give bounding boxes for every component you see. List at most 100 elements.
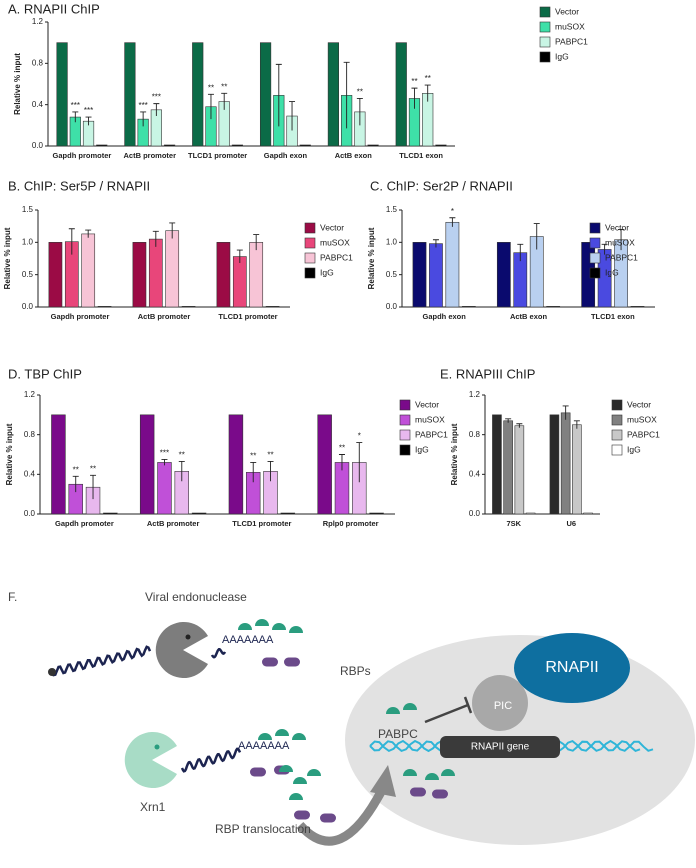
bar (132, 242, 147, 308)
chart-title: B. ChIP: Ser5P / RNAPII (8, 178, 150, 193)
bar (165, 230, 180, 308)
rbp-icons (238, 619, 455, 823)
error-bar (573, 420, 580, 429)
chart-title: C. ChIP: Ser2P / RNAPII (370, 178, 513, 193)
bar (395, 42, 407, 147)
significance-label: ** (90, 464, 96, 473)
rbp-icon (272, 623, 286, 630)
bar (369, 512, 384, 515)
x-tick-label: ActB promoter (147, 519, 200, 528)
icon-eye (185, 634, 191, 640)
legend-label: muSOX (415, 414, 445, 424)
x-tick-label: 7SK (506, 519, 521, 528)
bar (525, 512, 536, 515)
bar (157, 462, 172, 515)
y-axis-label: Relative % input (13, 53, 22, 115)
error-bar (250, 461, 257, 483)
rbps-label: RBPs (340, 664, 371, 678)
rbp-icon (293, 777, 307, 784)
rbp-icon (410, 787, 426, 797)
error-bar (517, 243, 524, 262)
legend-swatch (399, 399, 411, 411)
legend-swatch (611, 444, 623, 456)
viral-endonuclease-label: Viral endonuclease (145, 590, 247, 604)
legend-label: IgG (605, 267, 619, 277)
gene-label: RNAPII gene (471, 742, 530, 753)
bar (280, 512, 296, 515)
bar (503, 420, 513, 515)
legend-label: PABPC1 (320, 252, 353, 262)
bar (259, 42, 272, 147)
bar (97, 306, 112, 308)
significance-label: *** (152, 93, 161, 102)
bar (445, 221, 460, 308)
bar (139, 414, 155, 515)
chart-title: E. RNAPIII ChIP (440, 366, 535, 381)
rbp-icon (255, 619, 269, 626)
significance-label: *** (71, 101, 80, 110)
bar (317, 414, 332, 515)
legend-swatch (589, 267, 601, 279)
bar (429, 243, 443, 308)
x-tick-label: TLCD1 exon (399, 151, 443, 160)
x-tick-label: ActB promoter (123, 151, 176, 160)
legend-swatch (611, 414, 623, 426)
error-bar (533, 223, 540, 250)
rnapii-label: RNAPII (545, 659, 598, 676)
y-tick-label: 1.0 (22, 237, 34, 246)
pic-label: PIC (494, 700, 512, 712)
legend-label: muSOX (555, 21, 585, 31)
bar (549, 414, 560, 515)
xrn1-icon (124, 732, 177, 788)
rna-cap (48, 668, 56, 676)
bar (265, 306, 280, 308)
legend-label: PABPC1 (605, 252, 638, 262)
bar (148, 238, 163, 308)
bar (81, 233, 96, 308)
error-bar (253, 234, 260, 251)
error-bar (152, 230, 159, 247)
y-tick-label: 0.8 (24, 430, 36, 439)
y-tick-label: 1.0 (386, 237, 398, 246)
pic (472, 675, 528, 731)
legend-swatch (539, 21, 551, 33)
rbp-icon (262, 657, 278, 667)
y-tick-label: 0.5 (386, 270, 398, 279)
legend-swatch (304, 267, 316, 279)
y-tick-label: 0.0 (469, 509, 481, 518)
y-tick-label: 0.0 (386, 302, 398, 311)
rbp-icon (432, 789, 448, 799)
error-bar (178, 460, 185, 482)
rbp-icon (284, 657, 300, 667)
legend-label: IgG (627, 444, 641, 454)
error-bar (601, 243, 608, 255)
bar (299, 144, 311, 147)
error-bar (68, 228, 75, 255)
x-tick-label: Gapdh promoter (53, 151, 112, 160)
bar (249, 242, 264, 308)
bar (546, 306, 561, 308)
legend-swatch (539, 51, 551, 63)
significance-label: * (358, 432, 361, 441)
y-axis-label: Relative % input (3, 227, 12, 289)
y-tick-label: 0.4 (24, 469, 36, 478)
error-bar (90, 474, 97, 500)
chart-title: A. RNAPII ChIP (8, 1, 100, 16)
rbp-icon (292, 733, 306, 740)
legend-label: Vector (605, 222, 629, 232)
rbp-icon (307, 769, 321, 776)
rbp-icon (403, 703, 417, 710)
x-tick-label: Gapdh exon (264, 151, 308, 160)
bar (583, 512, 593, 515)
legend-label: Vector (555, 6, 579, 16)
translocation-label: RBP translocation (215, 822, 311, 836)
viral-endonuclease-icon (155, 622, 208, 679)
error-bar (236, 249, 243, 264)
x-tick-label: U6 (566, 519, 576, 528)
error-bar (356, 98, 363, 126)
significance-label: ** (339, 444, 345, 453)
legend-swatch (399, 429, 411, 441)
bar (124, 42, 136, 147)
polya-label: AAAAAAA (222, 634, 274, 646)
